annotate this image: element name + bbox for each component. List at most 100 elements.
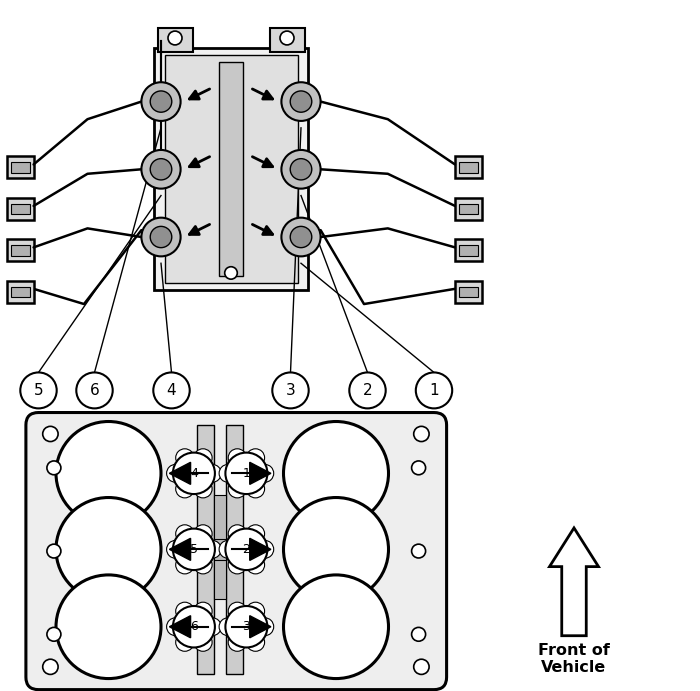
Bar bbox=[455, 156, 482, 178]
Bar bbox=[455, 281, 482, 303]
Bar bbox=[226, 425, 243, 674]
Circle shape bbox=[284, 575, 388, 679]
Circle shape bbox=[47, 545, 61, 558]
Circle shape bbox=[256, 464, 274, 482]
Text: 6: 6 bbox=[190, 621, 198, 633]
Bar bbox=[270, 28, 304, 52]
Circle shape bbox=[246, 448, 265, 466]
Bar bbox=[10, 287, 30, 297]
Bar bbox=[158, 28, 192, 52]
Circle shape bbox=[412, 545, 426, 558]
Circle shape bbox=[225, 606, 267, 647]
Bar bbox=[7, 156, 34, 178]
Circle shape bbox=[167, 464, 185, 482]
Text: 5: 5 bbox=[34, 383, 43, 398]
Circle shape bbox=[225, 267, 237, 279]
Circle shape bbox=[167, 540, 185, 558]
Circle shape bbox=[290, 227, 312, 247]
Circle shape bbox=[141, 82, 181, 121]
Circle shape bbox=[176, 556, 194, 574]
Circle shape bbox=[194, 480, 212, 498]
Polygon shape bbox=[550, 528, 598, 636]
Bar bbox=[458, 287, 478, 297]
Text: 2: 2 bbox=[242, 543, 251, 556]
Bar bbox=[197, 425, 214, 674]
Circle shape bbox=[168, 31, 182, 45]
Circle shape bbox=[56, 422, 161, 525]
Circle shape bbox=[194, 524, 212, 542]
Circle shape bbox=[412, 461, 426, 475]
Circle shape bbox=[176, 524, 194, 542]
Bar bbox=[455, 239, 482, 261]
Circle shape bbox=[150, 159, 172, 180]
Bar bbox=[164, 55, 298, 283]
Bar bbox=[154, 48, 308, 290]
Circle shape bbox=[194, 634, 212, 652]
Circle shape bbox=[246, 634, 265, 652]
Circle shape bbox=[284, 422, 388, 525]
Circle shape bbox=[173, 453, 215, 494]
Circle shape bbox=[228, 480, 246, 498]
Circle shape bbox=[228, 448, 246, 466]
Circle shape bbox=[412, 627, 426, 641]
Circle shape bbox=[203, 618, 221, 636]
Bar bbox=[7, 239, 34, 261]
Circle shape bbox=[141, 150, 181, 189]
Text: 4: 4 bbox=[190, 467, 198, 480]
Circle shape bbox=[228, 602, 246, 620]
Circle shape bbox=[173, 529, 215, 570]
Circle shape bbox=[414, 426, 429, 442]
Circle shape bbox=[228, 556, 246, 574]
Circle shape bbox=[416, 372, 452, 408]
Circle shape bbox=[56, 575, 161, 679]
Polygon shape bbox=[169, 538, 190, 560]
Text: 5: 5 bbox=[190, 543, 198, 556]
Circle shape bbox=[219, 618, 237, 636]
Circle shape bbox=[246, 602, 265, 620]
Text: 2: 2 bbox=[363, 383, 372, 398]
Circle shape bbox=[194, 602, 212, 620]
Circle shape bbox=[153, 372, 190, 408]
Bar bbox=[7, 198, 34, 220]
Circle shape bbox=[176, 448, 194, 466]
Circle shape bbox=[225, 453, 267, 494]
Text: 4: 4 bbox=[167, 383, 176, 398]
Circle shape bbox=[203, 464, 221, 482]
Circle shape bbox=[284, 498, 388, 601]
Circle shape bbox=[176, 634, 194, 652]
Circle shape bbox=[43, 426, 58, 442]
Circle shape bbox=[141, 218, 181, 256]
Bar bbox=[455, 198, 482, 220]
Text: 6: 6 bbox=[90, 383, 99, 398]
Circle shape bbox=[280, 31, 294, 45]
Circle shape bbox=[256, 540, 274, 558]
Circle shape bbox=[219, 540, 237, 558]
Polygon shape bbox=[169, 462, 190, 484]
Bar bbox=[7, 281, 34, 303]
FancyBboxPatch shape bbox=[26, 413, 447, 690]
Circle shape bbox=[176, 480, 194, 498]
Circle shape bbox=[20, 372, 57, 408]
Text: 1: 1 bbox=[242, 467, 251, 480]
Circle shape bbox=[47, 627, 61, 641]
Circle shape bbox=[272, 372, 309, 408]
Text: 3: 3 bbox=[242, 621, 251, 633]
Circle shape bbox=[219, 464, 237, 482]
Circle shape bbox=[228, 634, 246, 652]
Circle shape bbox=[281, 218, 321, 256]
Circle shape bbox=[246, 480, 265, 498]
Circle shape bbox=[203, 540, 221, 558]
Circle shape bbox=[414, 659, 429, 674]
Circle shape bbox=[228, 524, 246, 542]
Circle shape bbox=[281, 82, 321, 121]
Circle shape bbox=[290, 91, 312, 112]
Circle shape bbox=[150, 91, 172, 112]
Circle shape bbox=[225, 529, 267, 570]
Polygon shape bbox=[250, 538, 271, 560]
Circle shape bbox=[56, 498, 161, 601]
Text: 3: 3 bbox=[286, 383, 295, 398]
Circle shape bbox=[290, 159, 312, 180]
Bar bbox=[214, 495, 226, 599]
Circle shape bbox=[246, 556, 265, 574]
Polygon shape bbox=[250, 462, 271, 484]
